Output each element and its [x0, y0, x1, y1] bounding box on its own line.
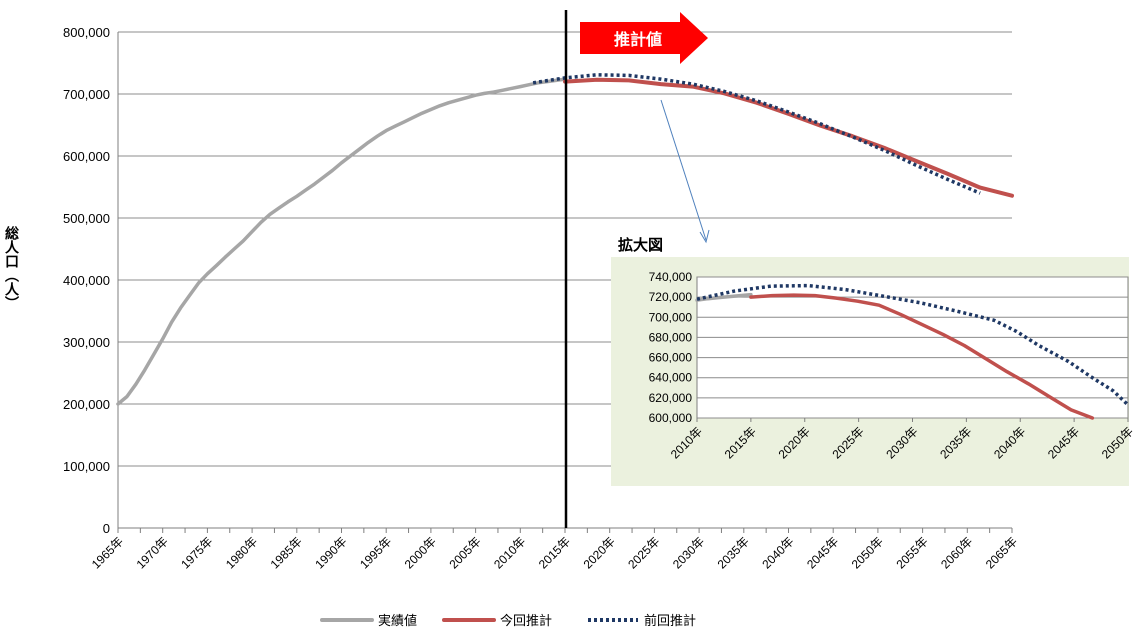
- series-line-actual: [116, 77, 567, 406]
- x-tick-label: 2010年: [491, 534, 528, 571]
- legend-label-2: 前回推計: [644, 613, 696, 628]
- x-tick-label: 2050年: [849, 534, 886, 571]
- legend-label-1: 今回推計: [500, 613, 552, 628]
- inset-y-tick-label: 600,000: [649, 411, 693, 425]
- y-axis-label: 総人口（人）: [4, 225, 20, 310]
- inset-y-tick-label: 720,000: [649, 290, 693, 304]
- main-x-tick-labels: 1965年 1970年 1975年 1980年 1985年 1990年 1995年 2000年…: [89, 534, 1020, 571]
- x-tick-label: 2060年: [938, 534, 975, 571]
- x-tick-label: 1970年: [134, 534, 171, 571]
- y-tick-label: 200,000: [63, 397, 110, 412]
- x-tick-label: 1965年: [89, 534, 126, 571]
- y-tick-label: 600,000: [63, 149, 110, 164]
- inset-plot-area: [696, 276, 1129, 419]
- x-tick-label: 2015年: [536, 534, 573, 571]
- x-tick-label: 1985年: [268, 534, 305, 571]
- x-tick-label: 1975年: [178, 534, 215, 571]
- zoom-pointer-arrowhead-icon: [699, 229, 710, 244]
- x-tick-label: 2035年: [715, 534, 752, 571]
- inset-title: 拡大図: [618, 236, 663, 254]
- main-y-tick-labels: 0 100,000 200,000 300,000 400,000 500,000 600,…: [63, 25, 110, 536]
- inset-y-tick-label: 660,000: [649, 351, 693, 365]
- y-tick-label: 400,000: [63, 273, 110, 288]
- x-tick-label: 2000年: [402, 534, 439, 571]
- projection-marker: 推計値: [564, 10, 710, 528]
- y-tick-label: 700,000: [63, 87, 110, 102]
- x-tick-label: 2040年: [759, 534, 796, 571]
- y-tick-label: 800,000: [63, 25, 110, 40]
- inset-y-tick-label: 640,000: [649, 371, 693, 385]
- x-tick-label: 2025年: [625, 534, 662, 571]
- projection-label: 推計値: [614, 30, 662, 49]
- legend: 実績値 今回推計 前回推計: [320, 613, 696, 628]
- x-tick-label: 1995年: [357, 534, 394, 571]
- x-tick-label: 2005年: [446, 534, 483, 571]
- x-tick-label: 1990年: [312, 534, 349, 571]
- inset-series-line-current-projection: [749, 293, 1095, 420]
- series-line-previous-projection: [532, 73, 981, 195]
- x-tick-label: 2045年: [804, 534, 841, 571]
- zoom-pointer-line: [660, 99, 707, 241]
- x-tick-label: 2065年: [983, 534, 1020, 571]
- y-tick-label: 100,000: [63, 459, 110, 474]
- zoom-inset: 拡大図 600,000 620,000 640,000 660,000 680,000 70…: [611, 236, 1136, 486]
- series-line-current-projection: [563, 77, 1014, 198]
- x-tick-label: 2020年: [581, 534, 618, 571]
- x-tick-label: 2055年: [893, 534, 930, 571]
- x-tick-label: 2030年: [670, 534, 707, 571]
- y-tick-label: 500,000: [63, 211, 110, 226]
- inset-y-tick-label: 740,000: [649, 270, 693, 284]
- y-tick-label: 300,000: [63, 335, 110, 350]
- legend-label-0: 実績値: [378, 613, 417, 628]
- inset-y-tick-label: 700,000: [649, 310, 693, 324]
- inset-series-line-previous-projection: [696, 283, 1130, 407]
- main-series-lines: [116, 73, 1014, 406]
- inset-y-tick-label: 680,000: [649, 330, 693, 344]
- y-tick-label: 0: [103, 521, 110, 536]
- projection-arrow-icon: [580, 12, 708, 64]
- x-tick-label: 1980年: [223, 534, 260, 571]
- inset-y-tick-label: 620,000: [649, 391, 693, 405]
